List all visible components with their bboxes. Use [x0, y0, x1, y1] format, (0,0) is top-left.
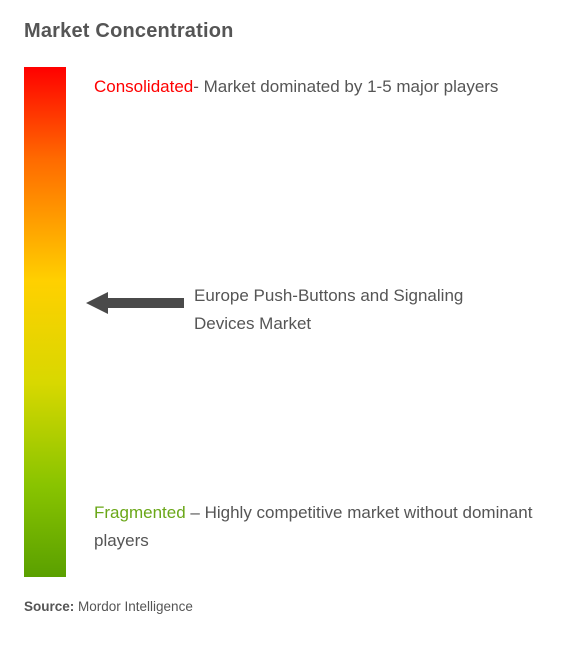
concentration-gradient-bar	[24, 67, 66, 577]
chart-area: Consolidated- Market dominated by 1-5 ma…	[24, 67, 546, 597]
consolidated-label: Consolidated	[94, 77, 193, 96]
consolidated-text: Consolidated- Market dominated by 1-5 ma…	[94, 73, 546, 101]
fragmented-label: Fragmented	[94, 503, 186, 522]
market-label: Europe Push-Buttons and Signaling Device…	[194, 282, 526, 338]
source-label: Source:	[24, 599, 74, 614]
page-title: Market Concentration	[24, 20, 546, 43]
source-value: Mordor Intelligence	[74, 599, 193, 614]
arrow-left-icon	[86, 289, 186, 317]
source-line: Source: Mordor Intelligence	[24, 599, 193, 614]
fragmented-text: Fragmented – Highly competitive market w…	[94, 499, 546, 555]
consolidated-desc: - Market dominated by 1-5 major players	[193, 77, 498, 96]
